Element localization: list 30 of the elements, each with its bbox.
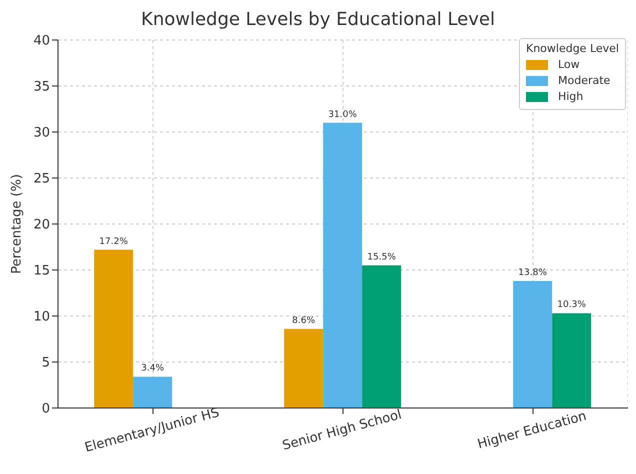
bar [94,250,134,408]
y-tick-label: 5 [42,356,50,371]
data-label: 10.3% [557,300,586,310]
data-label: 3.4% [141,364,164,374]
legend-title: Knowledge Level [526,42,619,55]
y-tick-label: 40 [33,34,50,49]
chart-title: Knowledge Levels by Educational Level [140,8,496,32]
data-label: 15.5% [367,252,396,262]
y-axis-title: Percentage (%) [10,174,25,274]
data-label: 13.8% [518,268,548,278]
bar [552,313,592,408]
legend-label: Moderate [558,74,610,87]
y-tick-label: 10 [33,310,50,325]
y-tick-label: 25 [33,172,50,187]
bar [513,281,552,408]
y-tick-label: 15 [33,264,50,279]
bar [284,328,324,408]
data-label: 31.0% [328,110,358,120]
legend-label: High [558,90,584,103]
legend-label: Low [558,58,580,71]
data-label: 8.6% [292,316,316,326]
x-tick-label: Senior High School [280,407,404,454]
y-tick-label: 35 [33,80,50,95]
y-tick-label: 30 [33,126,50,141]
data-label: 17.2% [99,236,128,247]
y-tick-label: 20 [33,218,50,233]
y-tick-label: 0 [42,402,50,417]
bar [133,376,172,408]
bar [323,122,362,408]
bar [362,265,402,408]
